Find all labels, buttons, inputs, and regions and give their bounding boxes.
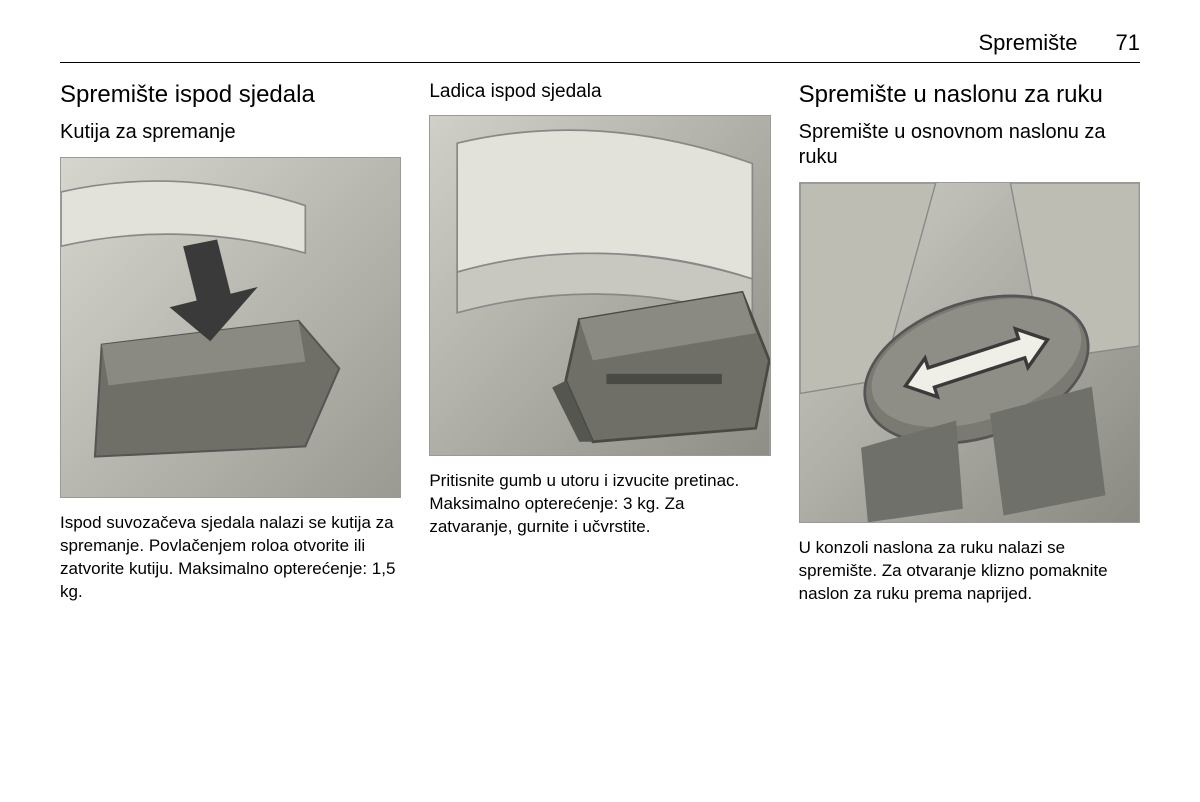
figure-seat-drawer — [429, 115, 770, 456]
column-1: Spremište ispod sjedala Kutija za sprema… — [60, 81, 401, 606]
column-3: Spremište u naslonu za ruku Spremište u … — [799, 81, 1140, 606]
col3-heading: Spremište u naslonu za ruku — [799, 81, 1140, 110]
col3-body: U konzoli naslona za ruku nalazi se spre… — [799, 537, 1140, 606]
section-title: Spremište — [978, 30, 1077, 56]
col2-body: Pritisnite gumb u utoru i izvucite preti… — [429, 470, 770, 539]
col1-heading: Spremište ispod sjedala — [60, 81, 401, 110]
column-2: Ladica ispod sjedala Pritisnite gumb u u… — [429, 81, 770, 606]
armrest-illustration — [800, 183, 1139, 522]
figure-seat-storage-box — [60, 157, 401, 498]
col2-heading: Ladica ispod sjedala — [429, 81, 770, 103]
col1-body: Ispod suvozačeva sjedala nalazi se kutij… — [60, 512, 401, 604]
seat-box-illustration — [61, 158, 400, 497]
seat-drawer-illustration — [430, 116, 769, 455]
figure-armrest-storage — [799, 182, 1140, 523]
page-number: 71 — [1116, 30, 1140, 56]
page-header: Spremište 71 — [60, 30, 1140, 63]
content-columns: Spremište ispod sjedala Kutija za sprema… — [60, 81, 1140, 606]
col3-subheading: Spremište u osnovnom naslonu za ruku — [799, 120, 1140, 170]
col1-subheading: Kutija za spremanje — [60, 120, 401, 145]
